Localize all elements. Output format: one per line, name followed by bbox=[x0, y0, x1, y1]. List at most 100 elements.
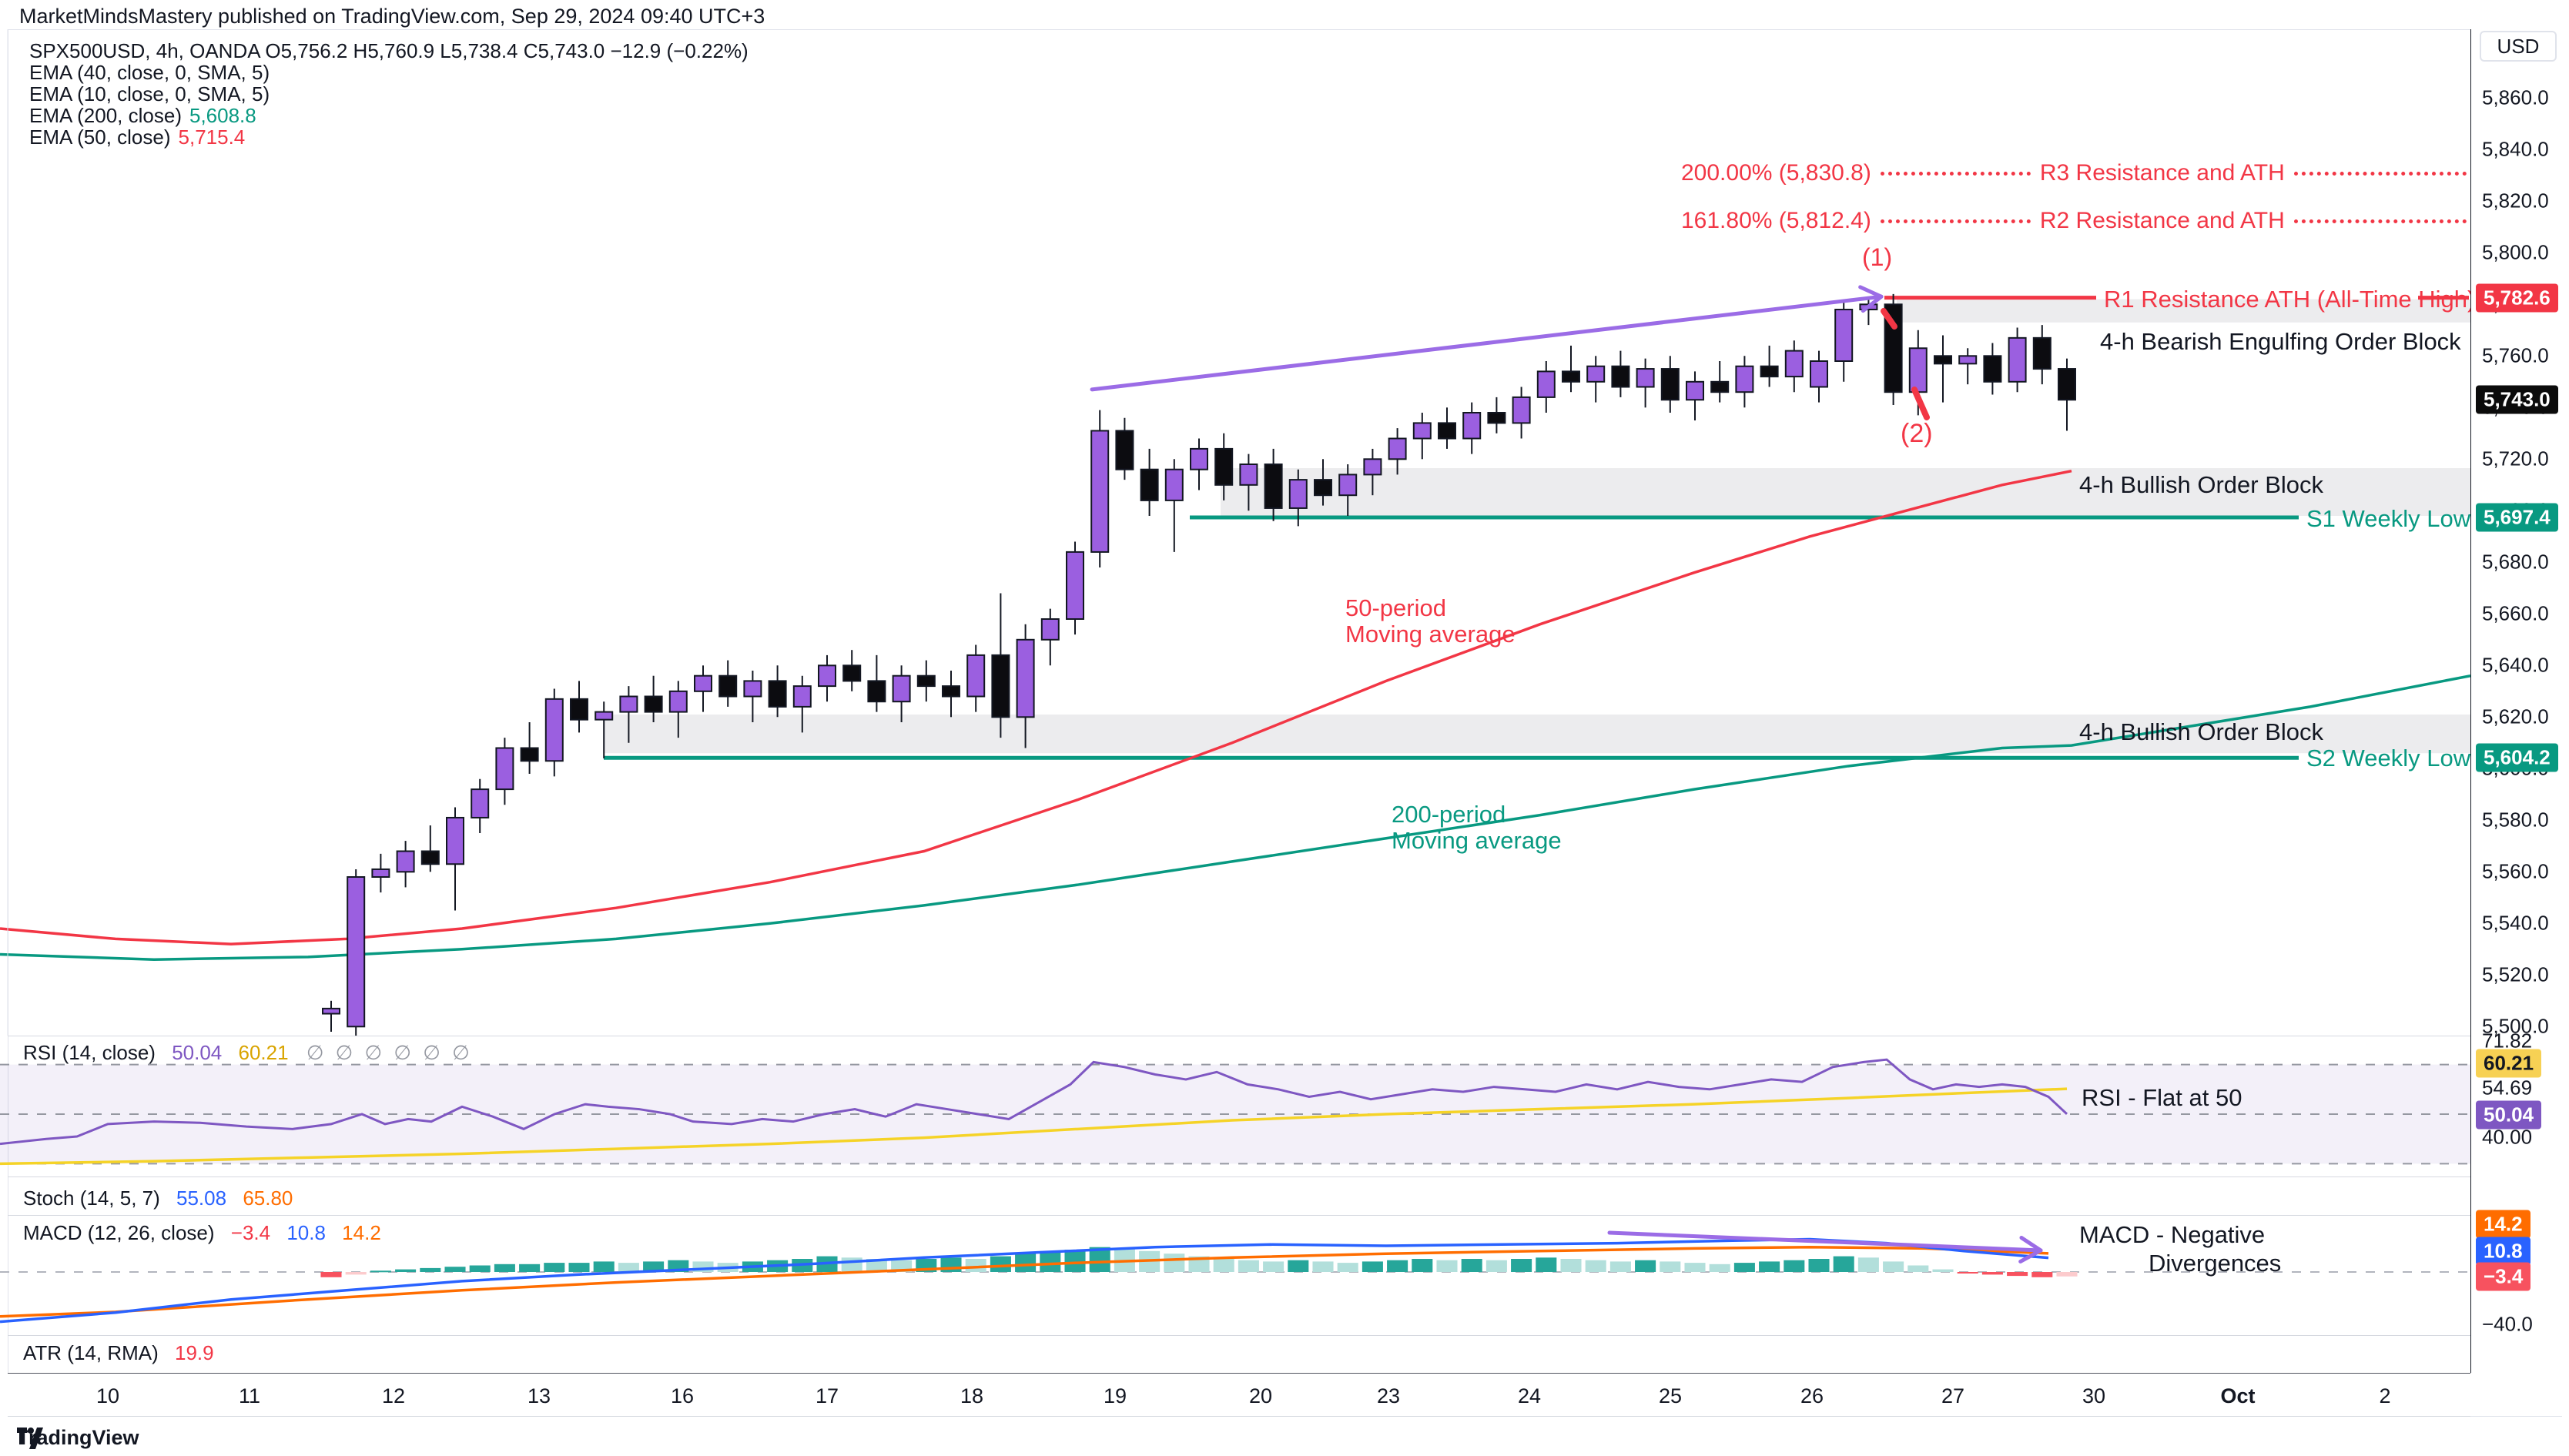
macd-hist-bar bbox=[1164, 1253, 1185, 1272]
indicator-tick: 54.69 bbox=[2482, 1076, 2533, 1100]
macd-hist-bar bbox=[1312, 1261, 1334, 1272]
macd-hist-bar bbox=[1907, 1265, 1929, 1272]
ma200-line bbox=[0, 674, 2470, 961]
time-label: 11 bbox=[238, 1384, 261, 1407]
macd-hist-bar bbox=[1833, 1256, 1854, 1272]
macd-hist-bar bbox=[643, 1261, 665, 1272]
rsi-ma-value: 60.21 bbox=[238, 1041, 289, 1064]
macd-hist-bar bbox=[568, 1263, 590, 1272]
macd-hist-bar bbox=[841, 1257, 862, 1272]
macd-hist-bar bbox=[544, 1263, 565, 1272]
price-tick: 5,640.0 bbox=[2482, 653, 2549, 677]
ema50-label: EMA (50, close) bbox=[29, 126, 171, 149]
macd-hist-bar bbox=[1238, 1260, 1259, 1272]
macd-hist-bar bbox=[1883, 1261, 1904, 1272]
macd-hist-bar bbox=[519, 1264, 541, 1272]
r1-resistance-text: R1 Resistance ATH (All-Time High) bbox=[2104, 286, 2476, 313]
macd-line bbox=[0, 1237, 2049, 1324]
indicator-ema10[interactable]: EMA (10, close, 0, SMA, 5) bbox=[29, 82, 270, 105]
macd-hist-bar bbox=[1635, 1260, 1656, 1272]
time-label: 19 bbox=[1103, 1384, 1127, 1407]
macd-line-value: 10.8 bbox=[286, 1221, 326, 1244]
time-label: 12 bbox=[381, 1384, 406, 1407]
main-price-chart[interactable] bbox=[0, 29, 2470, 1036]
wave-2-label: (2) bbox=[1901, 419, 1933, 448]
currency-toggle[interactable]: USD bbox=[2480, 31, 2557, 62]
macd-hist-bar bbox=[1932, 1269, 1954, 1272]
rsi-disabled-icons: ∅ ∅ ∅ ∅ ∅ ∅ bbox=[306, 1041, 473, 1064]
price-tick: 5,660.0 bbox=[2482, 601, 2549, 625]
macd-hist-bar bbox=[618, 1263, 639, 1272]
indicator-ema200[interactable]: EMA (200, close) 5,608.8 bbox=[29, 105, 749, 126]
fib-r3-text: R3 Resistance and ATH bbox=[2039, 160, 2285, 186]
time-label: 2 bbox=[2379, 1384, 2391, 1407]
symbol-ohlc-row[interactable]: SPX500USD, 4h, OANDA O5,756.2 H5,760.9 L… bbox=[29, 39, 749, 62]
macd-hist-bar bbox=[1288, 1260, 1309, 1272]
macd-hist-bar bbox=[1337, 1263, 1358, 1272]
price-badge: 5,743.0 bbox=[2476, 385, 2558, 414]
indicator-tick: −40.0 bbox=[2482, 1312, 2533, 1336]
price-axis[interactable]: 5,860.05,840.05,820.05,800.05,780.05,760… bbox=[2470, 29, 2569, 1373]
wave-1-label: (1) bbox=[1862, 243, 1893, 271]
macd-hist-bar bbox=[1064, 1250, 1086, 1272]
macd-hist-bar bbox=[990, 1256, 1011, 1272]
indicator-ema40[interactable]: EMA (40, close, 0, SMA, 5) bbox=[29, 61, 270, 84]
ema50-value: 5,715.4 bbox=[178, 126, 246, 149]
indicator-ema50[interactable]: EMA (50, close) 5,715.4 bbox=[29, 126, 749, 148]
macd-hist-bar bbox=[1040, 1252, 1061, 1272]
time-label: Oct bbox=[2220, 1384, 2256, 1407]
rsi-value: 50.04 bbox=[172, 1041, 223, 1064]
ma50-label-line2: Moving average bbox=[1345, 621, 1516, 648]
macd-hist-bar bbox=[1660, 1261, 1681, 1272]
price-tick: 5,520.0 bbox=[2482, 962, 2549, 986]
time-axis[interactable]: 10 11 12 13 16 17 18 19 20 23 24 25 26 27 30 Oct 2 bbox=[8, 1373, 2470, 1417]
macd-hist-bar bbox=[345, 1272, 367, 1275]
macd-hist-bar bbox=[1263, 1261, 1284, 1272]
macd-hist-bar bbox=[1412, 1259, 1433, 1272]
bearish-ob-text: 4-h Bearish Engulfing Order Block bbox=[2100, 328, 2461, 355]
macd-hist-bar bbox=[2056, 1272, 2078, 1277]
rsi-pane[interactable] bbox=[0, 1036, 2470, 1177]
fib-r2-dots-left bbox=[1880, 219, 2031, 223]
fib-r2-label: 161.80% (5,812.4) bbox=[1681, 208, 1871, 233]
macd-signal-line bbox=[0, 1245, 2049, 1318]
macd-hist-bar bbox=[1511, 1259, 1532, 1272]
ema200-label: EMA (200, close) bbox=[29, 104, 182, 127]
price-tick: 5,760.0 bbox=[2482, 343, 2549, 367]
rsi-legend-row[interactable]: RSI (14, close) 50.04 60.21 ∅ ∅ ∅ ∅ ∅ ∅ bbox=[23, 1041, 473, 1065]
atr-legend: ATR (14, RMA) bbox=[23, 1341, 159, 1364]
macd-hist-bar bbox=[320, 1272, 342, 1277]
macd-hist-bar bbox=[866, 1259, 887, 1272]
macd-hist-bar bbox=[1461, 1259, 1482, 1272]
atr-legend-row[interactable]: ATR (14, RMA) 19.9 bbox=[23, 1341, 214, 1365]
ema200-value: 5,608.8 bbox=[189, 104, 256, 127]
published-byline: MarketMindsMastery published on TradingV… bbox=[19, 5, 765, 28]
stoch-legend-row[interactable]: Stoch (14, 5, 7) 55.08 65.80 bbox=[23, 1187, 293, 1210]
fib-r3-dots-right bbox=[2293, 171, 2467, 176]
currency-label: USD bbox=[2497, 34, 2540, 58]
macd-hist-bar bbox=[1684, 1263, 1706, 1272]
macd-hist-bar bbox=[593, 1261, 615, 1272]
fib-r3-dots-left bbox=[1880, 171, 2031, 176]
macd-hist-bar bbox=[370, 1270, 391, 1273]
macd-note-line1: MACD - Negative bbox=[2079, 1221, 2266, 1248]
separator-stoch-macd[interactable] bbox=[8, 1215, 2470, 1216]
macd-signal-value: 14.2 bbox=[342, 1221, 381, 1244]
separator-macd-atr[interactable] bbox=[8, 1335, 2470, 1336]
fib-r2-text: R2 Resistance and ATH bbox=[2039, 208, 2285, 233]
macd-hist-bar bbox=[1808, 1259, 1830, 1272]
time-label: 27 bbox=[1941, 1384, 1965, 1407]
ma50-line bbox=[0, 469, 2072, 946]
macd-hist-bar bbox=[1609, 1261, 1631, 1272]
tradingview-logo[interactable]: TradingView bbox=[17, 1426, 139, 1450]
time-label: 10 bbox=[95, 1384, 120, 1407]
macd-legend-row[interactable]: MACD (12, 26, close) −3.4 10.8 14.2 bbox=[23, 1221, 381, 1245]
indicator-badge: 50.04 bbox=[2476, 1100, 2542, 1130]
macd-hist-bar bbox=[1759, 1261, 1780, 1272]
rsi-ma-line bbox=[0, 1087, 2068, 1166]
macd-pane[interactable] bbox=[0, 1216, 2470, 1335]
time-label: 24 bbox=[1517, 1384, 1542, 1407]
time-label: 17 bbox=[815, 1384, 839, 1407]
time-label: 26 bbox=[1800, 1384, 1824, 1407]
price-badge: 5,604.2 bbox=[2476, 743, 2558, 772]
